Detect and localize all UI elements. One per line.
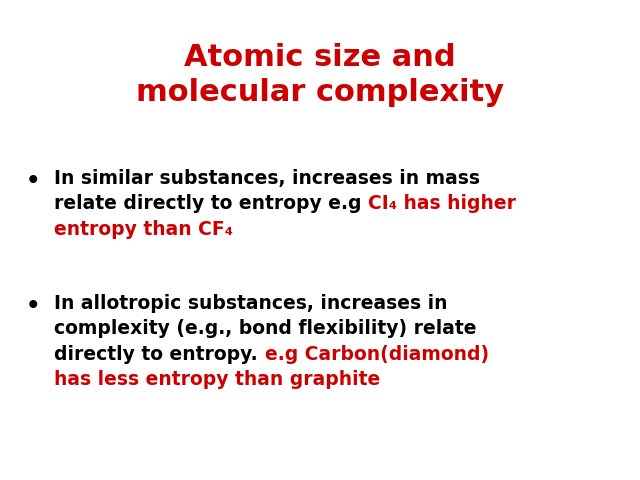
Text: directly to entropy.: directly to entropy. — [54, 345, 264, 364]
Text: In similar substances, increases in mass: In similar substances, increases in mass — [54, 169, 481, 188]
Text: Atomic size and
molecular complexity: Atomic size and molecular complexity — [136, 43, 504, 107]
Text: entropy than CF₄: entropy than CF₄ — [54, 220, 234, 239]
Text: In allotropic substances, increases in: In allotropic substances, increases in — [54, 294, 448, 313]
Text: •: • — [26, 170, 40, 193]
Text: CI₄ has higher: CI₄ has higher — [369, 194, 516, 214]
Text: •: • — [26, 295, 40, 318]
Text: complexity (e.g., bond flexibility) relate: complexity (e.g., bond flexibility) rela… — [54, 319, 477, 338]
Text: relate directly to entropy e.g: relate directly to entropy e.g — [54, 194, 369, 214]
Text: has less entropy than graphite: has less entropy than graphite — [54, 370, 381, 389]
Text: e.g Carbon(diamond): e.g Carbon(diamond) — [264, 345, 489, 364]
